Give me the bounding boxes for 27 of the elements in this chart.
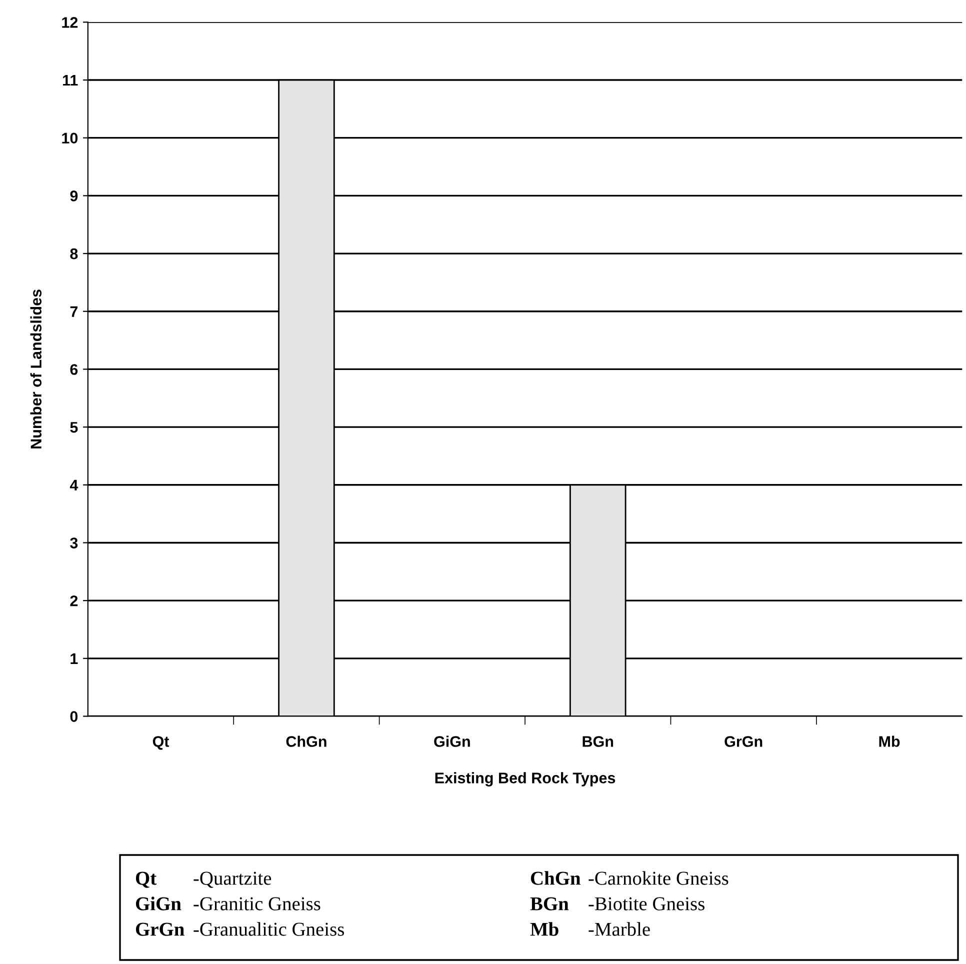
x-tick-label: Qt xyxy=(152,736,170,750)
y-tick-label: 9 xyxy=(70,190,78,202)
y-tick-label: 3 xyxy=(70,538,78,548)
y-tick-label: 2 xyxy=(70,595,78,606)
text: GiGn -Granitic Gneiss xyxy=(136,896,320,910)
x-tick-label: GrGn xyxy=(724,736,762,747)
y-tick-label: 0 xyxy=(70,711,78,722)
text: BGn -Biotite Gneiss xyxy=(530,897,704,910)
text: GrGn -Granualitic Gneiss xyxy=(136,922,344,936)
text: Mb -Marble xyxy=(530,922,650,936)
y-tick-label: 7 xyxy=(70,306,78,317)
y-tick-label: 8 xyxy=(70,248,78,260)
x-tick-label: Mb xyxy=(879,736,900,747)
y-tick-label: 5 xyxy=(70,422,78,433)
x-tick-label: BGn xyxy=(582,736,614,747)
y-tick-label: 1 xyxy=(70,653,78,664)
y-axis-title: Number of Landslides xyxy=(30,290,42,448)
y-tick-label: 10 xyxy=(62,132,78,144)
x-tick-label: ChGn xyxy=(286,736,326,747)
y-tick-label: 12 xyxy=(62,17,78,28)
y-tick-label: 6 xyxy=(70,364,78,375)
x-tick-label: GiGn xyxy=(434,736,470,747)
x-axis-title: Existing Bed Rock Types xyxy=(435,772,616,786)
y-tick-label: 4 xyxy=(70,480,78,490)
text: ChGn -Carnokite Gneiss xyxy=(530,871,728,885)
y-tick-label: 11 xyxy=(62,75,78,86)
text: Qt -Quartzite xyxy=(136,872,272,888)
